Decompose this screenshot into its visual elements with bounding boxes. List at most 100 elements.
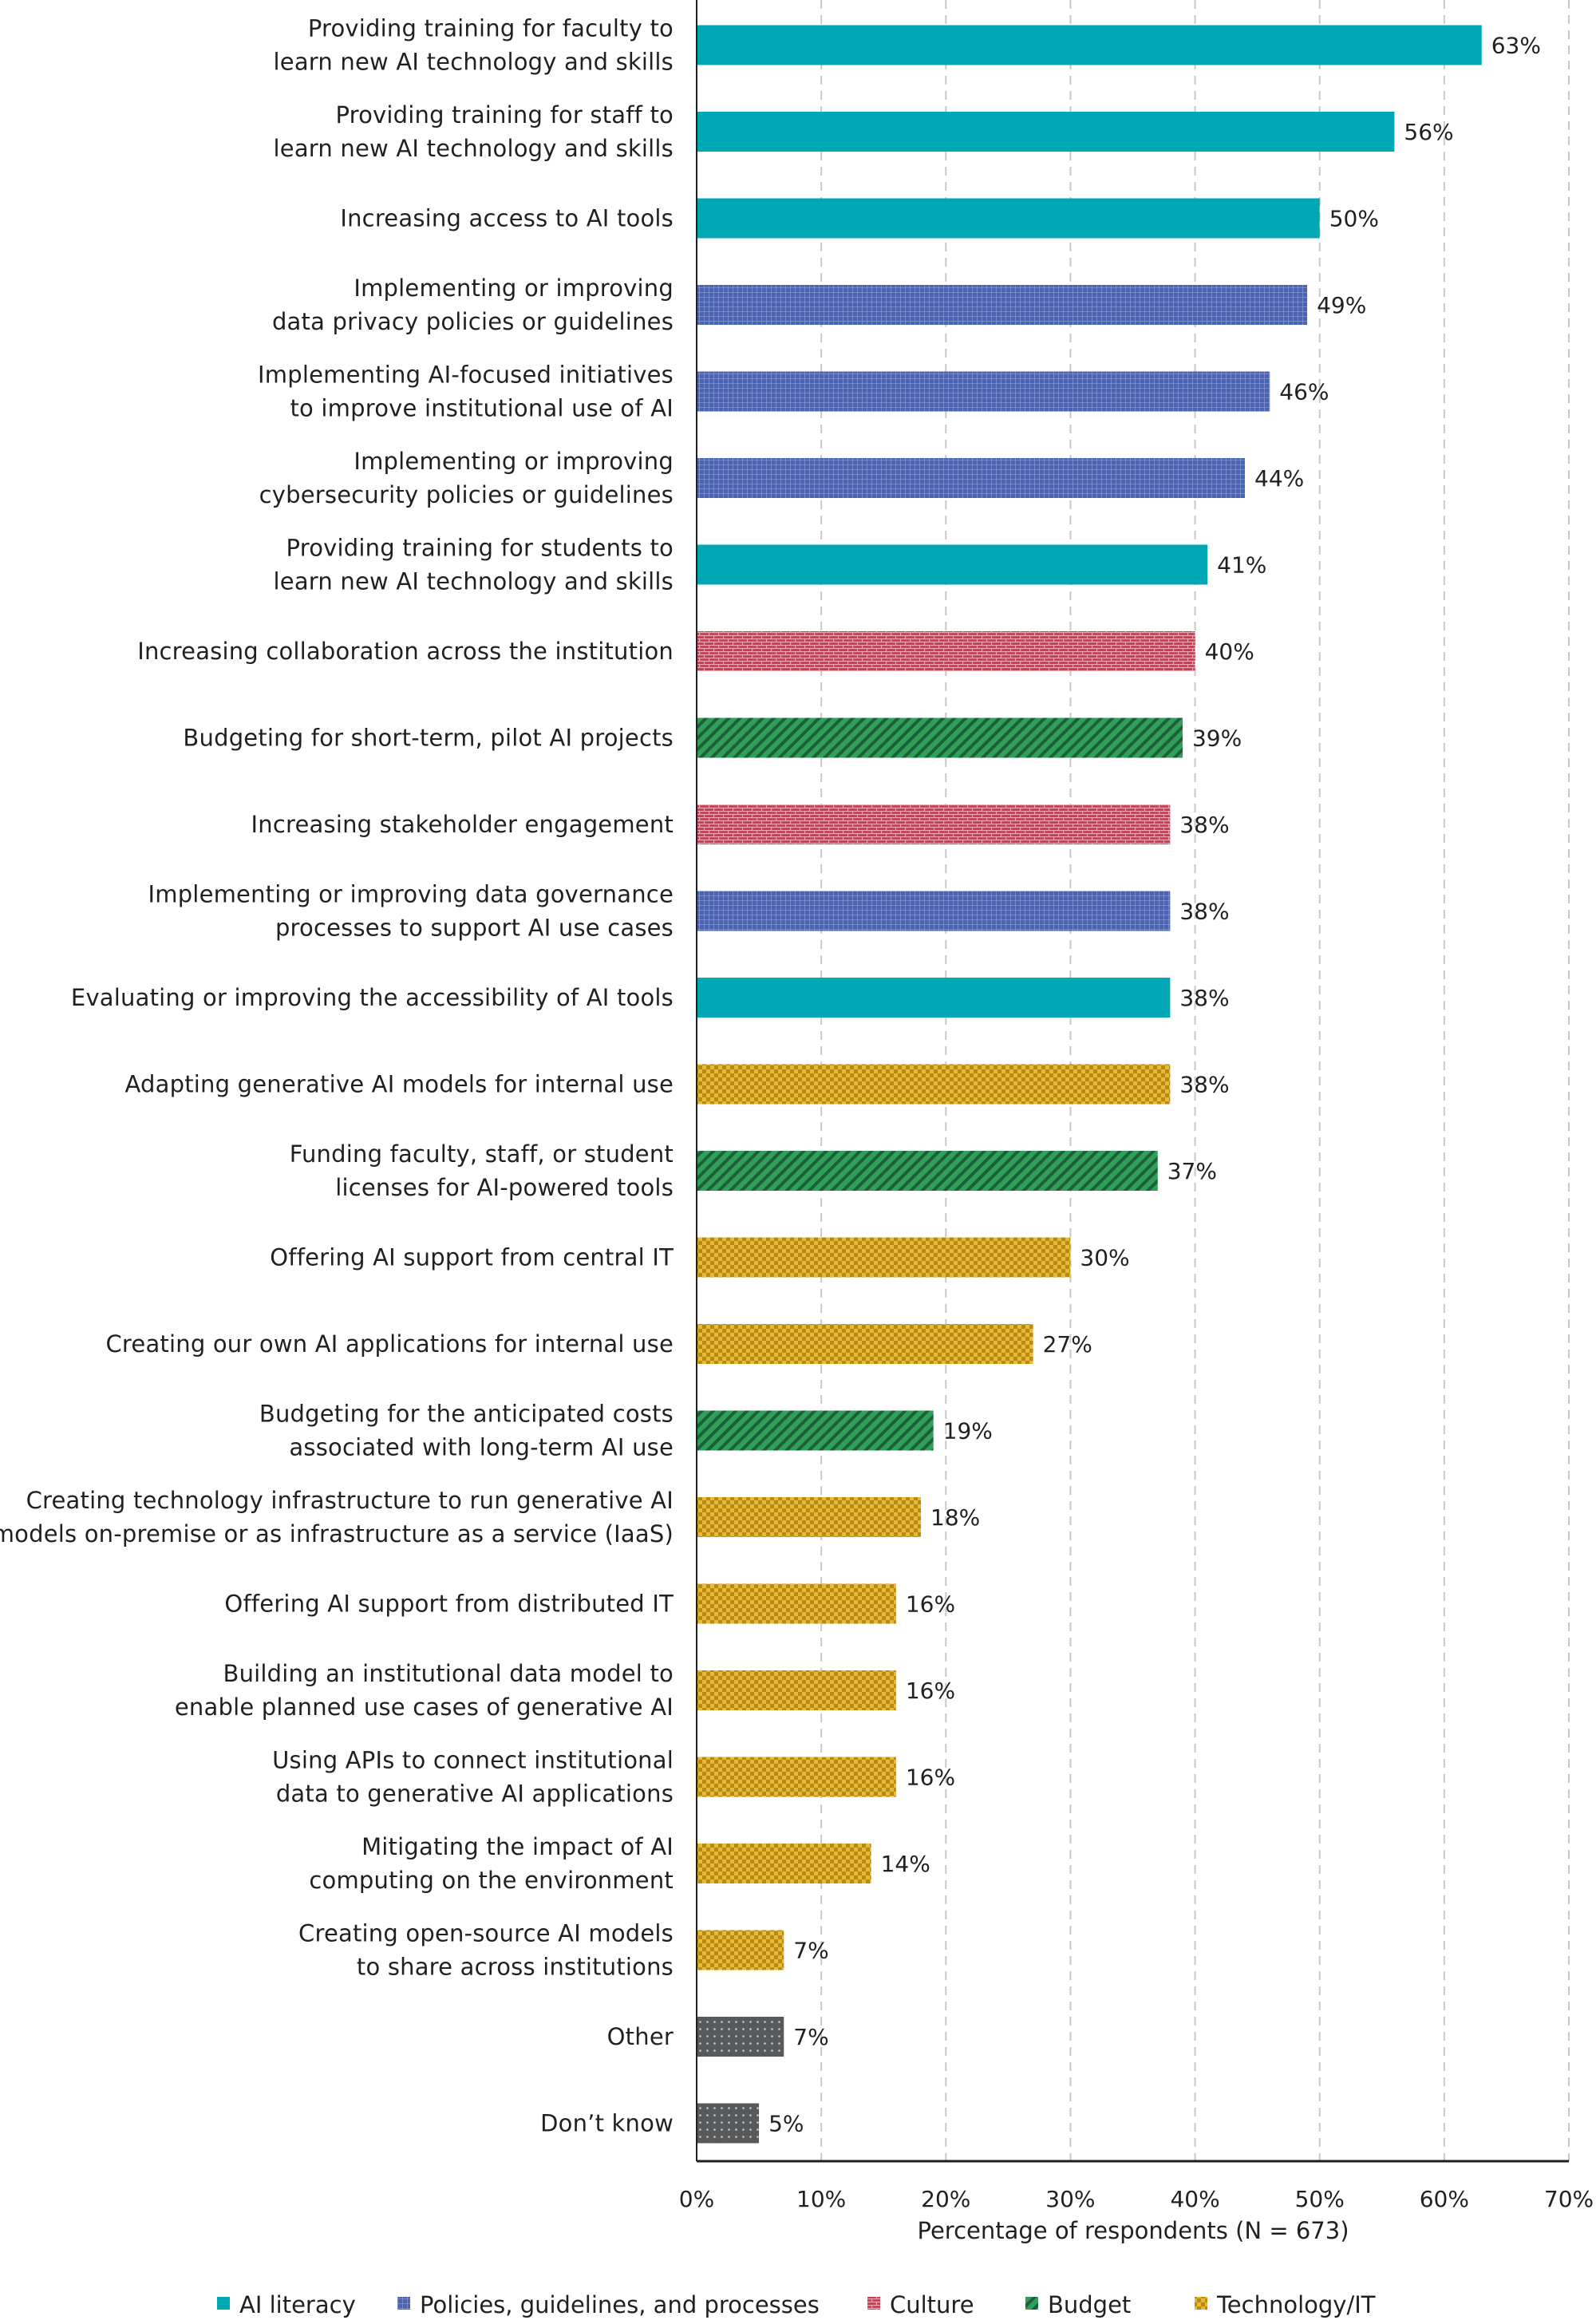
data-label: 38% xyxy=(1179,812,1229,838)
data-label: 7% xyxy=(793,2024,828,2050)
legend-item: Culture xyxy=(867,2291,974,2318)
data-label: 39% xyxy=(1192,725,1242,752)
data-label: 27% xyxy=(1043,1331,1092,1358)
bar xyxy=(697,717,1183,758)
category-labels: Providing training for faculty to learn n… xyxy=(0,15,674,2137)
category-label: Don’t know xyxy=(540,2110,674,2137)
data-label: 41% xyxy=(1217,552,1266,579)
category-label: Providing training for faculty to xyxy=(308,15,674,42)
category-label: computing on the environment xyxy=(309,1867,674,1894)
category-label: Implementing or improving xyxy=(354,275,674,302)
data-label: 38% xyxy=(1179,899,1229,925)
bar xyxy=(697,1410,934,1451)
x-tick-label: 40% xyxy=(1170,2186,1219,2212)
category-label: Funding faculty, staff, or student xyxy=(290,1140,674,1168)
category-label: Creating open-source AI models xyxy=(298,1920,674,1947)
bar xyxy=(697,1237,1071,1278)
category-label: Using APIs to connect institutional xyxy=(272,1747,674,1774)
category-label: Implementing AI-focused initiatives xyxy=(258,362,674,389)
legend-label: Policies, guidelines, and processes xyxy=(420,2291,820,2318)
bar xyxy=(697,1151,1158,1191)
category-label: Budgeting for short-term, pilot AI proje… xyxy=(183,725,674,752)
category-label: learn new AI technology and skills xyxy=(274,135,674,162)
bar xyxy=(697,25,1482,65)
category-label: Adapting generative AI models for intern… xyxy=(124,1071,674,1098)
data-label: 49% xyxy=(1317,292,1366,318)
data-label: 16% xyxy=(906,1765,955,1791)
legend-label: AI literacy xyxy=(239,2291,356,2318)
data-label: 18% xyxy=(930,1504,980,1531)
data-label: 38% xyxy=(1179,985,1229,1011)
data-label: 44% xyxy=(1254,465,1304,492)
category-label: Other xyxy=(607,2023,674,2050)
bar xyxy=(697,198,1320,239)
category-label: Evaluating or improving the accessibilit… xyxy=(71,984,674,1011)
bar xyxy=(697,1583,896,1624)
category-label: processes to support AI use cases xyxy=(275,915,674,942)
category-label: associated with long-term AI use xyxy=(289,1434,674,1461)
category-label: Implementing or improving xyxy=(354,448,674,475)
x-axis-title: Percentage of respondents (N = 673) xyxy=(917,2217,1349,2244)
legend-swatch xyxy=(397,2297,410,2310)
bar xyxy=(697,1844,871,1883)
data-label: 56% xyxy=(1404,119,1453,145)
x-tick-label: 70% xyxy=(1544,2186,1594,2212)
category-label: Budgeting for the anticipated costs xyxy=(259,1401,674,1428)
legend-swatch xyxy=(1025,2297,1038,2310)
legend-label: Culture xyxy=(890,2291,974,2318)
data-label: 63% xyxy=(1491,33,1541,59)
data-label: 40% xyxy=(1205,638,1254,665)
legend-swatch xyxy=(867,2297,880,2310)
bar xyxy=(697,2017,784,2057)
data-label: 5% xyxy=(768,2111,804,2137)
category-label: Providing training for staff to xyxy=(335,101,674,128)
data-label: 38% xyxy=(1179,1072,1229,1098)
category-label: Offering AI support from distributed IT xyxy=(224,1591,674,1618)
x-tick-label: 20% xyxy=(921,2186,970,2212)
legend-item: Policies, guidelines, and processes xyxy=(397,2291,820,2318)
x-tick-label: 10% xyxy=(796,2186,846,2212)
category-label: to improve institutional use of AI xyxy=(290,395,674,422)
data-label: 19% xyxy=(943,1418,993,1445)
category-label: Creating our own AI applications for int… xyxy=(105,1330,674,1358)
bar xyxy=(697,1324,1033,1364)
category-label: data to generative AI applications xyxy=(276,1781,674,1808)
category-label: enable planned use cases of generative A… xyxy=(175,1694,674,1721)
legend-item: Technology/IT xyxy=(1195,2291,1376,2318)
category-label: Providing training for students to xyxy=(286,535,674,562)
data-label: 16% xyxy=(906,1678,955,1704)
category-label: Creating technology infrastructure to ru… xyxy=(26,1487,674,1514)
category-label: data privacy policies or guidelines xyxy=(272,308,674,335)
bar xyxy=(697,631,1195,671)
category-label: Offering AI support from central IT xyxy=(270,1244,674,1271)
bar xyxy=(697,544,1208,585)
data-label: 37% xyxy=(1167,1158,1217,1184)
data-label: 14% xyxy=(881,1851,930,1877)
x-axis: 0% 10% 20% 30% 40% 50% 60% 70% xyxy=(679,0,1594,2212)
x-tick-label: 60% xyxy=(1420,2186,1469,2212)
category-label: Increasing access to AI tools xyxy=(340,205,674,232)
legend-label: Budget xyxy=(1048,2291,1131,2318)
legend-swatch xyxy=(217,2297,230,2310)
value-labels: 63% 56% 50% 49% 46% 44% 41% 40% 39% 38% 38% 38% 38% 3… xyxy=(768,33,1541,2137)
legend-label: Technology/IT xyxy=(1216,2291,1376,2318)
data-label: 46% xyxy=(1279,379,1329,405)
bar xyxy=(697,371,1270,412)
legend-item: AI literacy xyxy=(217,2291,356,2318)
category-label: cybersecurity policies or guidelines xyxy=(259,481,674,508)
bar xyxy=(697,285,1308,325)
category-label: to share across institutions xyxy=(357,1954,674,1981)
data-label: 50% xyxy=(1329,206,1379,232)
data-label: 16% xyxy=(906,1591,955,1618)
bars xyxy=(697,25,1482,2144)
bar xyxy=(697,1757,896,1797)
bar xyxy=(697,458,1246,498)
category-label: learn new AI technology and skills xyxy=(274,568,674,595)
legend-swatch xyxy=(1195,2297,1207,2310)
x-tick-label: 0% xyxy=(679,2186,714,2212)
bar xyxy=(697,2103,760,2144)
legend-item: Budget xyxy=(1025,2291,1131,2318)
bar xyxy=(697,804,1171,844)
bar xyxy=(697,978,1171,1018)
